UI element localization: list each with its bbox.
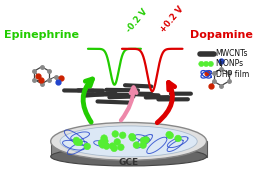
Circle shape	[133, 142, 140, 148]
Ellipse shape	[51, 147, 206, 166]
Ellipse shape	[60, 126, 197, 157]
Circle shape	[84, 143, 91, 150]
Circle shape	[199, 61, 204, 67]
Circle shape	[203, 61, 209, 67]
Circle shape	[103, 143, 110, 149]
Circle shape	[109, 143, 116, 149]
Text: Dopamine: Dopamine	[190, 30, 253, 40]
Circle shape	[99, 142, 106, 148]
Circle shape	[73, 137, 80, 144]
Text: GCE: GCE	[119, 158, 139, 167]
Circle shape	[140, 137, 147, 144]
Circle shape	[102, 138, 108, 145]
Circle shape	[140, 142, 147, 149]
Text: NiONPs: NiONPs	[216, 59, 244, 68]
Circle shape	[129, 133, 135, 140]
Ellipse shape	[51, 122, 206, 160]
Text: +0.2 V: +0.2 V	[159, 5, 186, 35]
Text: MWCNTs: MWCNTs	[216, 49, 248, 58]
Circle shape	[111, 145, 118, 152]
Circle shape	[114, 139, 121, 145]
Text: -0.2 V: -0.2 V	[125, 8, 150, 35]
Circle shape	[101, 135, 107, 141]
Circle shape	[98, 139, 105, 146]
Circle shape	[118, 144, 124, 150]
Circle shape	[120, 132, 126, 139]
Text: DHP film: DHP film	[216, 70, 249, 79]
FancyBboxPatch shape	[51, 141, 206, 156]
Circle shape	[166, 131, 172, 138]
Circle shape	[129, 135, 136, 141]
Circle shape	[208, 61, 213, 67]
Circle shape	[143, 136, 149, 143]
Circle shape	[175, 135, 181, 142]
Circle shape	[167, 132, 174, 139]
Text: Epinephrine: Epinephrine	[4, 30, 79, 40]
Circle shape	[76, 139, 83, 146]
Circle shape	[74, 139, 80, 145]
Circle shape	[112, 131, 119, 137]
Circle shape	[100, 139, 107, 146]
